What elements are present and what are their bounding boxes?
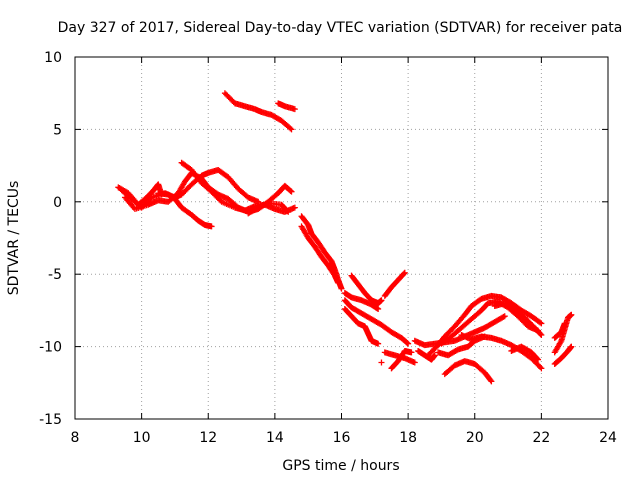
series-track-g xyxy=(275,100,298,113)
plot-frame xyxy=(74,56,609,420)
grid xyxy=(75,57,608,419)
data-point xyxy=(431,352,438,359)
data-point xyxy=(287,125,294,132)
data-point xyxy=(287,187,294,194)
data-point xyxy=(400,270,407,277)
data-point xyxy=(411,359,418,366)
data-point xyxy=(335,279,342,286)
chart-title: Day 327 of 2017, Sidereal Day-to-day VTE… xyxy=(58,20,623,36)
series-track-j xyxy=(298,223,342,286)
data-point xyxy=(537,319,544,326)
data-point xyxy=(404,339,411,346)
data-point xyxy=(487,377,494,384)
y-tick-label: -10 xyxy=(39,340,62,356)
series-track-x xyxy=(415,347,438,363)
y-tick-label: -5 xyxy=(48,267,62,283)
y-tick-label: 0 xyxy=(53,195,62,211)
data-point xyxy=(158,191,165,198)
series-track-o xyxy=(381,269,408,299)
data-point xyxy=(375,305,382,312)
series-track-w xyxy=(435,333,488,359)
data-point xyxy=(291,204,298,211)
data-point xyxy=(288,126,295,133)
data-point xyxy=(481,333,488,340)
data-point xyxy=(488,378,495,385)
series-track-e xyxy=(115,181,165,208)
x-tick-label: 24 xyxy=(599,430,617,446)
x-tick-label: 8 xyxy=(71,430,80,446)
data-point xyxy=(338,285,345,292)
series-track-m xyxy=(348,272,385,307)
data-point xyxy=(537,364,544,371)
data-point xyxy=(408,349,415,356)
data-point xyxy=(378,359,385,366)
series-track-c xyxy=(178,159,298,215)
data-point xyxy=(405,340,412,347)
series-track-l xyxy=(341,297,412,347)
data-point xyxy=(561,320,568,327)
y-tick-label: 5 xyxy=(53,122,62,138)
data-point xyxy=(501,313,508,320)
series-track-n xyxy=(341,305,382,347)
data-point xyxy=(568,343,575,350)
x-tick-label: 12 xyxy=(199,430,217,446)
series-track-d xyxy=(155,190,215,230)
data-point xyxy=(288,188,295,195)
series-track-ab xyxy=(551,343,575,367)
data-point xyxy=(291,106,298,113)
x-tick-label: 20 xyxy=(466,430,484,446)
data-point xyxy=(208,223,215,230)
data-point xyxy=(378,297,385,304)
y-axis-label: SDTVAR / TECUs xyxy=(6,181,22,296)
x-axis-label: GPS time / hours xyxy=(282,458,399,474)
series-track-h xyxy=(245,200,292,217)
x-tick-label: 18 xyxy=(399,430,417,446)
x-tick-label: 14 xyxy=(266,430,284,446)
data-point xyxy=(375,340,382,347)
data-point xyxy=(534,355,541,362)
series-track-v xyxy=(491,300,545,339)
series-track-q xyxy=(388,347,415,372)
y-tick-label: -15 xyxy=(39,412,62,428)
series-track-y xyxy=(441,358,495,385)
series-track-ac xyxy=(551,320,568,341)
series-track-f xyxy=(221,90,295,133)
data-point xyxy=(538,320,545,327)
data-point xyxy=(568,311,575,318)
data-point xyxy=(500,313,507,320)
y-tick-label: 10 xyxy=(44,50,62,66)
x-tick-label: 16 xyxy=(333,430,351,446)
data-point xyxy=(538,332,545,339)
data-point xyxy=(401,269,408,276)
tick-labels: 8 10 12 14 16 18 20 22 24 -15 -10 -5 0 5 10 xyxy=(39,50,617,446)
x-tick-label: 10 xyxy=(133,430,151,446)
data-point xyxy=(538,365,545,372)
series-track-ad xyxy=(378,359,385,366)
data-point xyxy=(285,208,292,215)
series-track-z xyxy=(508,343,542,363)
x-tick-label: 22 xyxy=(532,430,550,446)
data-point xyxy=(535,356,542,363)
data-point xyxy=(537,331,544,338)
data-point xyxy=(284,208,291,215)
data-marks xyxy=(115,90,575,385)
